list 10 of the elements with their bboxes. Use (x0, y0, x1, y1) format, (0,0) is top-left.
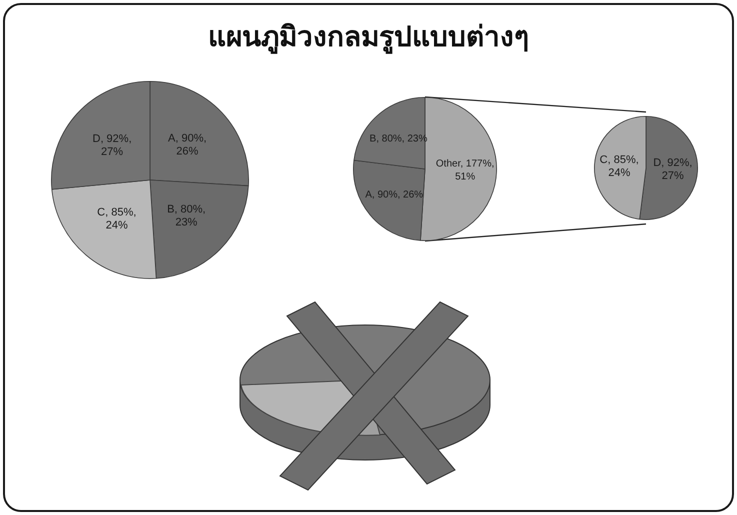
slice-label: B, 80%, 23% (370, 134, 428, 145)
slice-label: D, 92%, 27% (653, 157, 692, 182)
slice-label: C, 85%, 24% (600, 154, 639, 179)
slice-label: A, 90%, 26% (365, 189, 424, 200)
slice-label: A, 90%, 26% (168, 132, 207, 158)
slice-label: D, 92%, 27% (92, 133, 132, 158)
text: แผนภูมิวงกลมรูปแบบต่างๆ (207, 19, 530, 56)
slice-label: Other, 177%, 51% (436, 158, 494, 183)
slice-label: B, 80%, 23% (167, 204, 206, 229)
slice-label: C, 85%, 24% (97, 206, 136, 232)
